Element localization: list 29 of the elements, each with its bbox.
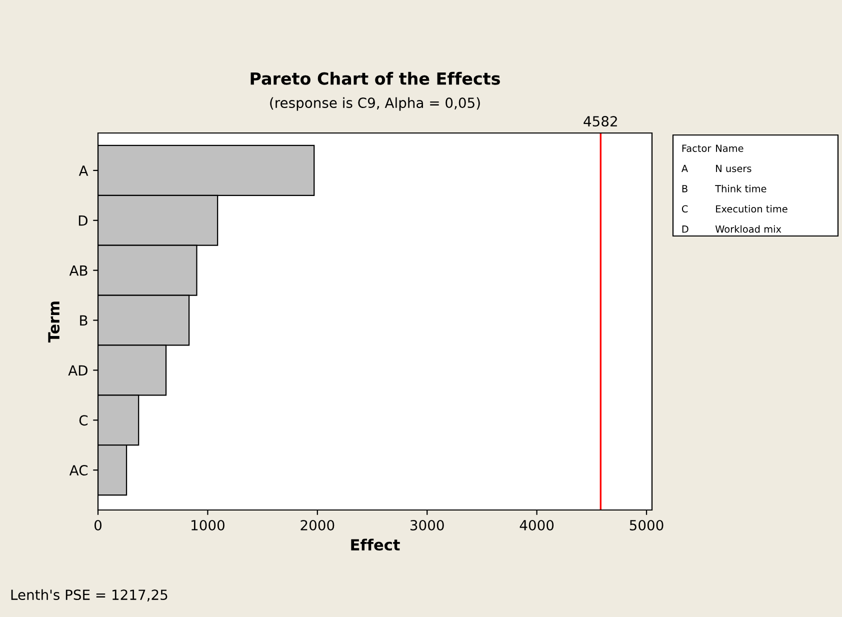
text: Execution time <box>716 205 788 213</box>
x-tick-label: 5000 <box>630 520 664 530</box>
y-axis-title: Term <box>48 302 60 343</box>
text: B <box>682 185 688 192</box>
x-tick-label: 2000 <box>300 520 334 530</box>
y-tick-label: AD <box>68 365 88 376</box>
x-tick-label: 4000 <box>520 520 554 530</box>
chart-title: Pareto Chart of the Effects <box>250 72 500 85</box>
y-tick-label: A <box>78 166 88 176</box>
y-tick-label: C <box>79 415 88 426</box>
text: D <box>682 226 688 233</box>
chart-subtitle: (response is C9, Alpha = 0,05) <box>270 97 480 111</box>
text: C <box>682 205 688 213</box>
text: Think time <box>715 184 766 192</box>
x-tick-label: 1000 <box>192 520 224 530</box>
y-tick-label: D <box>78 216 88 226</box>
text: Factor <box>682 144 712 152</box>
x-axis-title: Effect <box>351 538 400 551</box>
ref-line-label: 4582 <box>584 116 617 127</box>
y-tick-label: AC <box>69 465 88 476</box>
text: Workload mix <box>715 225 782 233</box>
text: Name <box>716 144 744 152</box>
x-tick-label: 3000 <box>410 520 444 530</box>
text: A <box>681 164 688 172</box>
y-tick-label: B <box>80 315 88 326</box>
text: Lenth's PSE = 1217,25 <box>11 589 168 602</box>
x-tick-label: 0 <box>94 520 102 530</box>
text: N users <box>716 164 752 172</box>
y-tick-label: AB <box>69 265 88 276</box>
